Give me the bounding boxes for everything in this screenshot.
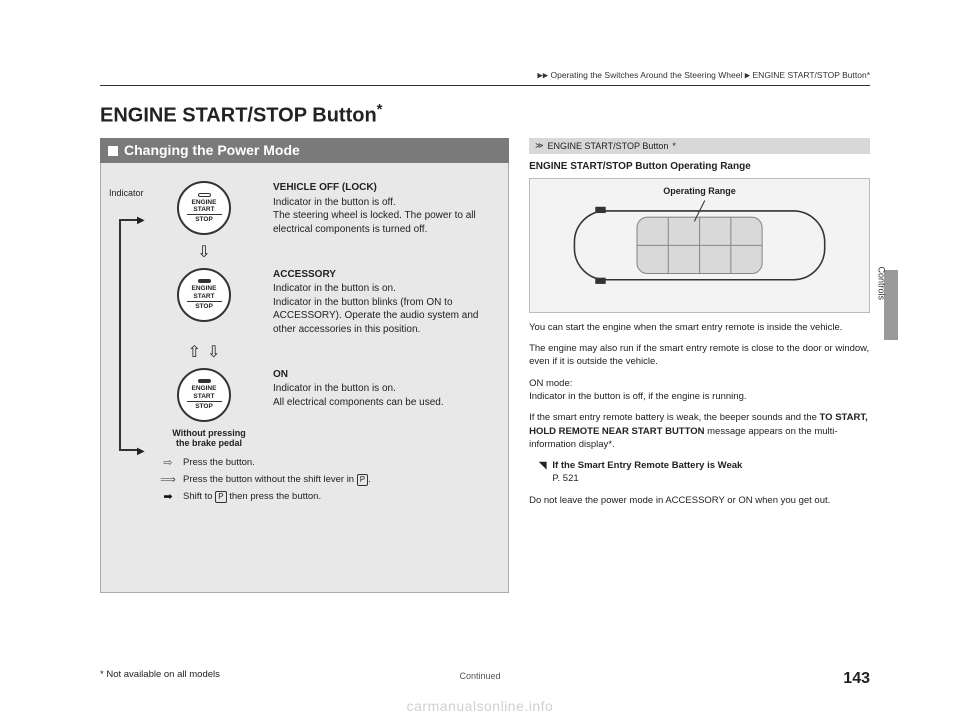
power-mode-diagram: Indicator ▶ ▶ ENGINE START STOP [100, 163, 509, 593]
page-title-asterisk: * [377, 101, 383, 118]
sidebar-title: ENGINE START/STOP Button Operating Range [529, 160, 870, 174]
engine-button-label: STOP [195, 303, 213, 310]
sidebar-p5: Do not leave the power mode in ACCESSORY… [529, 494, 870, 507]
section-header-bar: Changing the Power Mode [100, 138, 509, 163]
engine-button-label: STOP [195, 216, 213, 223]
engine-button-label: STOP [195, 403, 213, 410]
sidebar-body: You can start the engine when the smart … [529, 321, 870, 507]
xref-bullet-icon: ◥ [539, 459, 546, 486]
breadcrumb-part-2: ENGINE START/STOP Button [753, 70, 867, 80]
updown-arrow-icon: ⇧⇩ [149, 342, 259, 364]
legend-row-2: Press the button without the shift lever… [183, 474, 371, 487]
engine-button-on: ENGINE START STOP [177, 368, 231, 422]
indicator-led-off-icon [198, 193, 211, 197]
engine-button-label: ENGINE [192, 385, 217, 392]
xref-page: P. 521 [552, 473, 578, 484]
xref-title: If the Smart Entry Remote Battery is Wea… [552, 460, 742, 471]
legend-hollow-arrow-icon: ⇨ [159, 456, 177, 471]
page-number: 143 [843, 668, 870, 690]
sidebar-header: ≫ ENGINE START/STOP Button * [529, 138, 870, 154]
state-on-text: Indicator in the button is on. [273, 382, 490, 396]
section-header-text: Changing the Power Mode [124, 141, 300, 160]
engine-button-accessory: ENGINE START STOP [177, 268, 231, 322]
legend-double-arrow-icon: ⟹ [159, 473, 177, 488]
state-on-title: ON [273, 368, 490, 382]
indicator-led-on-icon [198, 379, 211, 383]
state-accessory-text: Indicator in the button blinks (from ON … [273, 296, 490, 337]
sidebar-p3: ON mode: Indicator in the button is off,… [529, 377, 870, 404]
down-arrow-icon: ⇩ [149, 242, 259, 264]
sidebar-p1: You can start the engine when the smart … [529, 321, 870, 334]
breadcrumb-part-1: Operating the Switches Around the Steeri… [551, 70, 743, 80]
engine-button-label: ENGINE [192, 285, 217, 292]
without-pedal-label: Without pressingthe brake pedal [139, 428, 279, 449]
operating-range-figure: Operating Range [529, 178, 870, 313]
shift-p-icon: P [215, 491, 226, 503]
state-accessory-title: ACCESSORY [273, 268, 490, 282]
state-accessory-text: Indicator in the button is on. [273, 282, 490, 296]
sidebar-chevron-icon: ≫ [535, 141, 543, 152]
section-bullet-icon [108, 146, 118, 156]
engine-button-off: ENGINE START STOP [177, 181, 231, 235]
sidebar-head-asterisk: * [672, 140, 676, 152]
legend-row-1: Press the button. [183, 457, 255, 470]
shift-p-icon: P [357, 474, 368, 486]
engine-button-label: ENGINE [192, 199, 217, 206]
breadcrumb-arrow-icon: ▶▶ [537, 72, 548, 81]
car-top-view-icon [564, 188, 835, 303]
state-on-text: All electrical components can be used. [273, 396, 490, 410]
indicator-label: Indicator [109, 187, 144, 199]
section-tab-label: Controls [876, 266, 888, 300]
state-lock-text: The steering wheel is locked. The power … [273, 209, 490, 236]
page-title: ENGINE START/STOP Button* [100, 100, 870, 130]
loop-line [119, 219, 139, 451]
page-title-text: ENGINE START/STOP Button [100, 105, 377, 127]
cross-reference: ◥ If the Smart Entry Remote Battery is W… [539, 459, 870, 486]
sidebar-head-text: ENGINE START/STOP Button [547, 140, 668, 152]
indicator-led-on-icon [198, 279, 211, 283]
breadcrumb-arrow-icon: ▶ [745, 72, 750, 81]
engine-button-label: START [193, 206, 214, 213]
right-column: ≫ ENGINE START/STOP Button * ENGINE START… [529, 138, 870, 593]
operating-range-label: Operating Range [530, 185, 869, 197]
legend: ⇨ Press the button. ⟹ Press the button w… [159, 456, 490, 505]
state-lock-title: VEHICLE OFF (LOCK) [273, 181, 490, 195]
continued-label: Continued [0, 670, 960, 682]
legend-solid-arrow-icon: ➡ [159, 490, 177, 505]
breadcrumb-asterisk: * [867, 70, 870, 80]
loop-arrow-icon: ▶ [137, 214, 145, 228]
state-lock-text: Indicator in the button is off. [273, 196, 490, 210]
breadcrumb: ▶▶ Operating the Switches Around the Ste… [100, 70, 870, 86]
sidebar-p2: The engine may also run if the smart ent… [529, 342, 870, 369]
sidebar-p4: If the smart entry remote battery is wea… [529, 411, 870, 451]
loop-arrow-icon: ▶ [137, 445, 145, 459]
engine-button-label: START [193, 393, 214, 400]
watermark: carmanualsonline.info [0, 697, 960, 716]
legend-row-3: Shift to P then press the button. [183, 491, 321, 504]
engine-button-label: START [193, 293, 214, 300]
left-column: Changing the Power Mode Indicator ▶ ▶ EN… [100, 138, 509, 593]
